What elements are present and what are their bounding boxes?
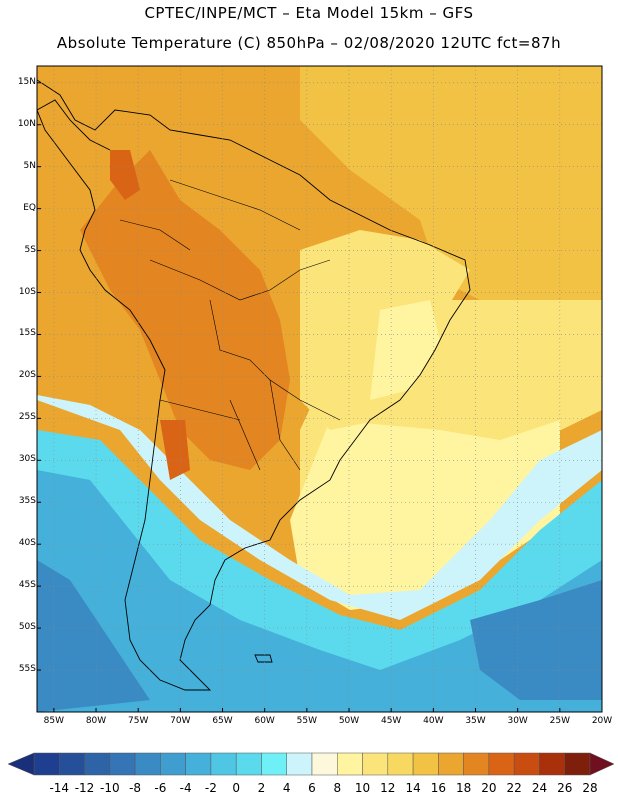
region-continent-interior (80, 150, 290, 470)
colorbar-label: 24 (531, 781, 548, 795)
region-east-brazil-light (370, 300, 440, 400)
region-southern-ocean-cold (37, 560, 150, 712)
colorbar-label: 6 (308, 781, 316, 795)
longitude-label: 60W (254, 716, 275, 726)
colorbar-label: 18 (455, 781, 472, 795)
colorbar-label: 28 (582, 781, 598, 795)
colorbar-swatch (564, 752, 591, 776)
colorbar-swatch (134, 752, 161, 776)
colorbar-swatch (33, 752, 60, 776)
longitude-label: 45W (380, 716, 402, 726)
latitude-label: 25S (18, 412, 36, 423)
south-america-coastline (37, 79, 471, 691)
longitude-label: 55W (296, 716, 318, 726)
longitude-label: 35W (465, 716, 486, 726)
longitude-label: 30W (507, 716, 528, 726)
colorbar-label: 10 (354, 781, 371, 795)
colorbar-label: -10 (100, 781, 120, 795)
longitude-label: 65W (212, 716, 233, 726)
longitude-label: 25W (549, 716, 570, 726)
colorbar-swatch (337, 752, 363, 776)
latitude-label: 20S (18, 370, 36, 381)
colorbar-swatch (311, 752, 338, 776)
region-atlantic-light (300, 66, 602, 310)
temperature-field (37, 66, 602, 712)
map-title-line-1: CPTEC/INPE/MCT – Eta Model 15km – GFS (144, 4, 474, 22)
colorbar (7, 752, 615, 776)
colorbar-swatch (84, 752, 111, 776)
colorbar-label: 14 (405, 781, 421, 795)
colorbar-swatch (387, 752, 414, 776)
latitude-label: 5N (23, 160, 36, 171)
colorbar-swatch (185, 752, 212, 776)
colorbar-max-arrow (589, 752, 615, 776)
colorbar-label: -8 (129, 781, 142, 795)
colorbar-swatch (539, 752, 565, 776)
colorbar-label: -6 (154, 781, 167, 795)
colorbar-swatch (513, 752, 540, 776)
latitude-label: 30S (18, 454, 36, 465)
colorbar-swatch (109, 752, 136, 776)
map-title-line-2: Absolute Temperature (C) 850hPa – 02/08/… (56, 34, 562, 52)
longitude-label: 70W (170, 716, 191, 726)
colorbar-label: 22 (506, 781, 522, 795)
latitude-label: 50S (18, 622, 36, 633)
colorbar-label: 20 (481, 781, 497, 795)
colorbar-label: -14 (49, 781, 70, 795)
map-frame (36, 65, 603, 713)
coastlines (37, 79, 471, 691)
longitude-label: 40W (423, 716, 444, 726)
colorbar-swatch (210, 752, 237, 776)
region-andes-hotspot-south (160, 420, 190, 480)
longitude-label: 75W (128, 716, 149, 726)
colorbar-swatch (438, 752, 464, 776)
colorbar-label: -12 (74, 781, 95, 795)
colorbar-min-arrow (7, 752, 35, 776)
colorbar-label: -4 (179, 781, 192, 795)
longitude-label: 20W (591, 716, 613, 726)
region-cold-front-band (37, 395, 602, 620)
latitude-label: 5S (24, 244, 36, 255)
colorbar-swatch (160, 752, 186, 776)
colorbar-swatch (362, 752, 389, 776)
colorbar-swatch (286, 752, 313, 776)
country-borders (119, 179, 341, 471)
colorbar-label: 12 (380, 781, 396, 795)
colorbar-label: 26 (557, 781, 573, 795)
colorbar-swatch (412, 752, 439, 776)
colorbar-swatch (235, 752, 262, 776)
latitude-label: 15N (17, 76, 36, 87)
central-america (37, 99, 111, 151)
colorbar-label: 16 (430, 781, 446, 795)
region-south-deep-cold (37, 470, 602, 712)
latitude-label: 35S (18, 496, 36, 507)
colorbar-label: 2 (257, 781, 266, 795)
falkland-islands (254, 654, 273, 663)
latitude-label: 10S (18, 286, 36, 297)
axis-ticks (37, 82, 603, 712)
colorbar-label: -2 (204, 781, 217, 795)
latitude-label: EQ (23, 202, 36, 213)
latitude-label: 15S (18, 328, 36, 339)
colorbar-swatch (463, 752, 490, 776)
colorbar-label: 8 (333, 781, 342, 795)
longitude-label: 85W (43, 716, 65, 726)
colorbar-label: 4 (282, 781, 291, 795)
colorbar-label: 0 (232, 781, 240, 795)
region-andes-hotspot (110, 150, 140, 200)
latitude-label: 40S (18, 538, 36, 549)
latitude-label: 55S (18, 664, 36, 675)
longitude-label: 50W (338, 716, 360, 726)
colorbar-swatch (488, 752, 515, 776)
latitude-label: 10N (17, 118, 36, 129)
longitude-label: 80W (85, 716, 107, 726)
latitude-label: 45S (18, 580, 36, 591)
colorbar-swatch (261, 752, 287, 776)
colorbar-swatch (59, 752, 85, 776)
